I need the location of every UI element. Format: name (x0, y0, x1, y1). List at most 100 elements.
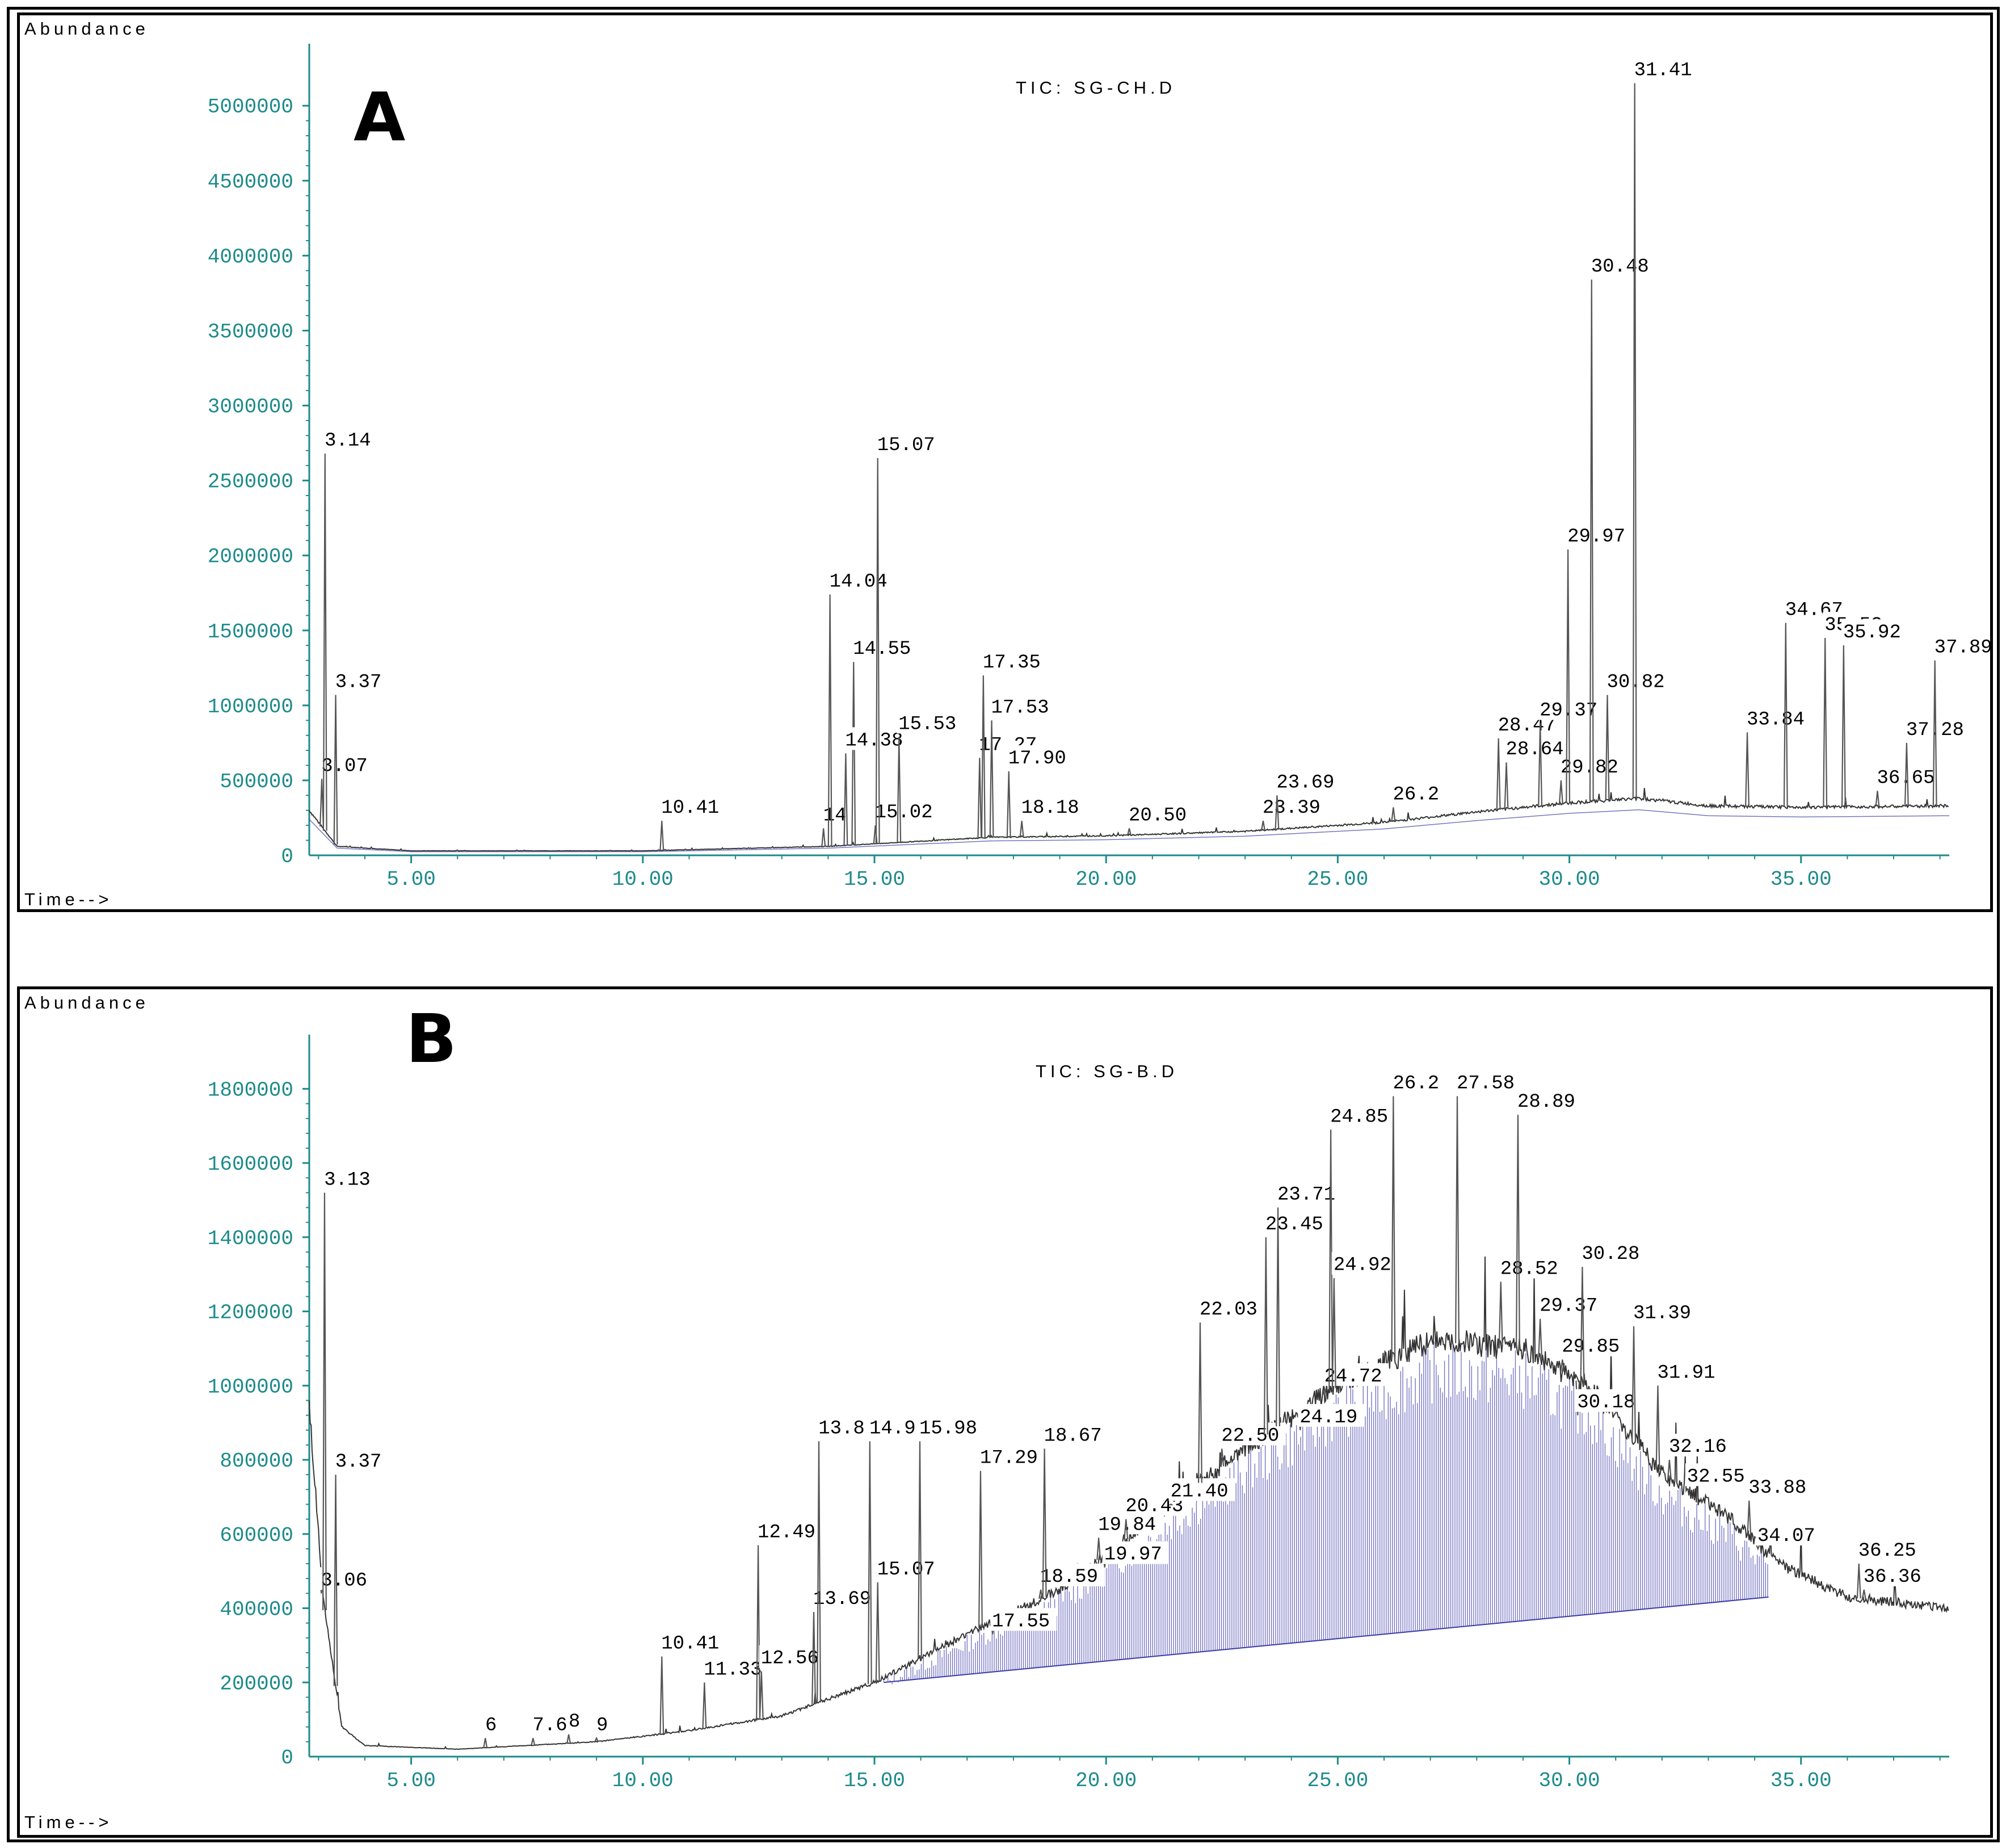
peak-label-bg (319, 1567, 374, 1590)
panel-b: Abundance Time--> B TIC: SG-B.D 200000 40… (17, 986, 1993, 1838)
peak-21.40 (1169, 1503, 1173, 1506)
peak-10.41 (659, 1656, 665, 1734)
peak-label-bg (1580, 1241, 1647, 1264)
x-tick-label: 30.00 (1539, 868, 1600, 891)
peak-label: 22.50 (1221, 1425, 1279, 1447)
peak-label: 14.55 (853, 639, 911, 660)
peak-15.98 (918, 1441, 922, 1659)
chart-b-plot: 200000 400000 600000 800000 1000000 1200000 14… (208, 1035, 1949, 1792)
peak-13.69 (811, 1612, 816, 1704)
peak-label-bg (1498, 1255, 1565, 1279)
peak-3.37 (333, 695, 338, 845)
peak-label: 3.07 (321, 755, 368, 777)
peak-label: 14.9 (869, 1418, 916, 1439)
y-tick-label: 4500000 (208, 170, 293, 194)
peak-17.27 (977, 758, 982, 838)
peak-15.07 (875, 457, 880, 844)
peak-label-bg (322, 1166, 377, 1190)
peak-label-bg (1019, 795, 1086, 818)
peak-label: 10.41 (661, 1633, 719, 1655)
peak-18.18 (1019, 821, 1024, 837)
y-tick-label: 2500000 (208, 471, 293, 494)
peak-label: 27.58 (1457, 1073, 1515, 1094)
peak-31.39 (1631, 1326, 1636, 1440)
integration-baseline (309, 809, 1950, 852)
panel-a: Abundance Time--> A TIC: SG-CH.D 500000 1… (17, 12, 1993, 912)
peak-label-bg (875, 1556, 942, 1579)
y-tick-label: 1000000 (208, 695, 293, 719)
peak-label-bg (1605, 669, 1672, 692)
peak-3.37 (333, 1475, 338, 1686)
peak-label-bg (659, 795, 726, 818)
peak-17.53 (989, 720, 994, 838)
peak-label-bg (1328, 1103, 1395, 1127)
peak-35.52 (1823, 637, 1828, 808)
peak-label-bg (1932, 634, 1990, 657)
peak-label-bg (322, 427, 377, 451)
peak-label: 36.25 (1858, 1540, 1916, 1562)
peak-29.97 (1566, 549, 1571, 803)
peak-label: 12.49 (758, 1522, 815, 1543)
peak-label-bg (1875, 765, 1942, 788)
peak-label-bg (1685, 1463, 1752, 1486)
peak-label-bg (1747, 1474, 1814, 1497)
x-axis-title: Time--> (24, 1812, 113, 1832)
peak-label: 33.88 (1748, 1477, 1806, 1499)
peak-34.67 (1783, 623, 1788, 808)
peak-label-bg (811, 1586, 878, 1609)
peak-32.55 (1685, 1488, 1690, 1492)
peak-label-bg (1260, 795, 1327, 818)
peak-10.41 (659, 821, 665, 851)
peak-label-bg (978, 1444, 1045, 1468)
peak-label: 10.41 (661, 797, 719, 819)
x-tick-label: 10.00 (612, 1769, 674, 1792)
peak-35.92 (1841, 645, 1846, 807)
peak-label: 12.56 (761, 1648, 819, 1670)
peak-label: 11.33 (704, 1659, 762, 1681)
peak-14.9 (867, 1441, 872, 1685)
peak-8 (566, 1734, 571, 1744)
x-tick-label: 10.00 (612, 868, 674, 891)
peak-label: 9 (596, 1715, 608, 1736)
y-tick-label: 400000 (220, 1598, 293, 1622)
peak-label: 28.52 (1500, 1258, 1558, 1280)
peak-20.50 (1127, 828, 1132, 835)
x-tick-label: 15.00 (844, 1769, 905, 1792)
peak-label: 15.07 (877, 435, 935, 456)
y-tick-label: 0 (281, 845, 293, 868)
integration-baseline (884, 1596, 1769, 1683)
peak-3.14 (322, 453, 327, 831)
peak-label-bg (1006, 745, 1073, 768)
y-tick-label: 800000 (220, 1450, 293, 1473)
peak-11.33 (702, 1682, 707, 1728)
peak-label-bg (1856, 1538, 1923, 1561)
peak-label: 28.89 (1517, 1091, 1575, 1113)
peak-label: 6 (485, 1715, 497, 1736)
peak-label: 35.92 (1843, 622, 1901, 644)
y-tick-label: 1600000 (208, 1153, 293, 1176)
x-tick-label: 20.00 (1075, 1769, 1137, 1792)
peak-37.28 (1904, 742, 1909, 807)
peak-label: 19.97 (1104, 1544, 1162, 1566)
peak-label: 18.67 (1044, 1425, 1102, 1447)
peak-13.8 (817, 1441, 821, 1703)
peak-label-bg (817, 1415, 872, 1438)
peak-label-bg (333, 669, 388, 692)
peak-label-bg (827, 568, 894, 591)
peak-label-bg (319, 753, 375, 776)
peak-28.47 (1496, 738, 1501, 810)
x-tick-label: 35.00 (1771, 868, 1832, 891)
peak-23.39 (1260, 821, 1265, 830)
peak-label-bg (1745, 706, 1812, 729)
x-tick-label: 5.00 (386, 1769, 435, 1792)
peak-label: 13.8 (818, 1418, 865, 1439)
chart-a-plot: 500000 1000000 1500000 2000000 2500000 300000… (208, 44, 1990, 891)
peak-7.63 (531, 1738, 536, 1746)
peak-29.37 (1538, 723, 1543, 806)
x-tick-label: 5.00 (386, 868, 435, 891)
y-tick-label: 4000000 (208, 245, 293, 268)
peak-label-bg (1575, 1389, 1642, 1412)
peak-27.58 (1455, 1096, 1460, 1343)
peak-label-bg (659, 1630, 726, 1653)
y-tick-label: 3000000 (208, 396, 293, 419)
